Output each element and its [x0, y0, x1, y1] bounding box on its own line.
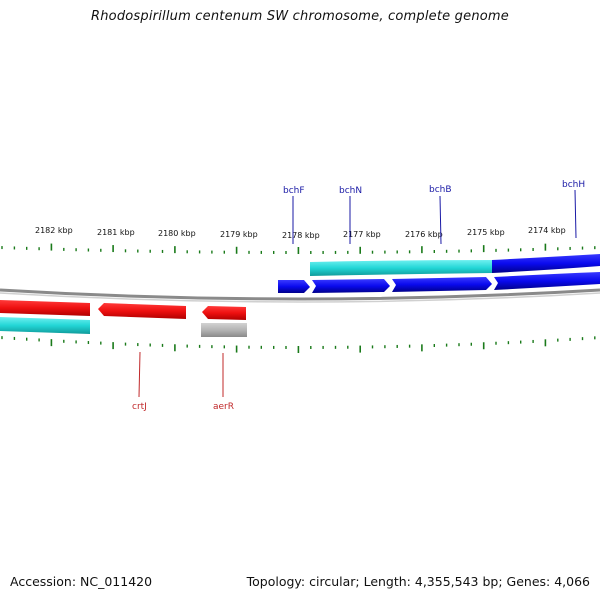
gene-label-bchF[interactable]: bchF — [283, 186, 305, 196]
grey-feature[interactable] — [201, 323, 247, 337]
scale-label-2182: 2182 kbp — [35, 226, 73, 235]
chromosome-backbone-inner — [0, 292, 600, 303]
chromosome-backbone — [0, 288, 600, 301]
forward-track-blue[interactable] — [492, 254, 600, 273]
scale-label-2180: 2180 kbp — [158, 229, 196, 238]
scale-label-2178: 2178 kbp — [282, 231, 320, 240]
gene-reverse-left[interactable] — [0, 300, 90, 316]
gene-bchF[interactable] — [278, 280, 310, 293]
gene-crtJ[interactable] — [98, 303, 186, 319]
gene-bchH[interactable] — [494, 272, 600, 290]
scale-label-2177: 2177 kbp — [343, 230, 381, 239]
gene-label-aerR[interactable]: aerR — [213, 402, 234, 412]
scale-ticks-top — [1, 243, 596, 254]
leader-bchH — [574, 189, 577, 239]
forward-track-cyan[interactable] — [310, 260, 492, 276]
gene-label-bchB[interactable]: bchB — [429, 185, 452, 195]
gene-bchB[interactable] — [392, 277, 492, 292]
accession-text: Accession: NC_011420 — [10, 574, 153, 589]
gene-bchN[interactable] — [312, 279, 390, 293]
scale-label-2175: 2175 kbp — [467, 228, 505, 237]
scale-ticks-bottom — [1, 336, 596, 353]
gene-label-bchH[interactable]: bchH — [562, 180, 585, 190]
leader-crtJ — [138, 351, 141, 398]
scale-label-2176: 2176 kbp — [405, 230, 443, 239]
gene-aerR[interactable] — [202, 306, 246, 320]
scale-label-2179: 2179 kbp — [220, 230, 258, 239]
page-title: Rhodospirillum centenum SW chromosome, c… — [91, 9, 509, 24]
scale-label-2181: 2181 kbp — [97, 228, 135, 237]
reverse-track-cyan[interactable] — [0, 317, 90, 334]
scale-label-2174: 2174 kbp — [528, 226, 566, 235]
genome-summary-text: Topology: circular; Length: 4,355,543 bp… — [246, 574, 590, 589]
leader-bchB — [439, 195, 442, 245]
gene-label-crtJ[interactable]: crtJ — [132, 402, 147, 412]
gene-label-bchN[interactable]: bchN — [339, 186, 362, 196]
